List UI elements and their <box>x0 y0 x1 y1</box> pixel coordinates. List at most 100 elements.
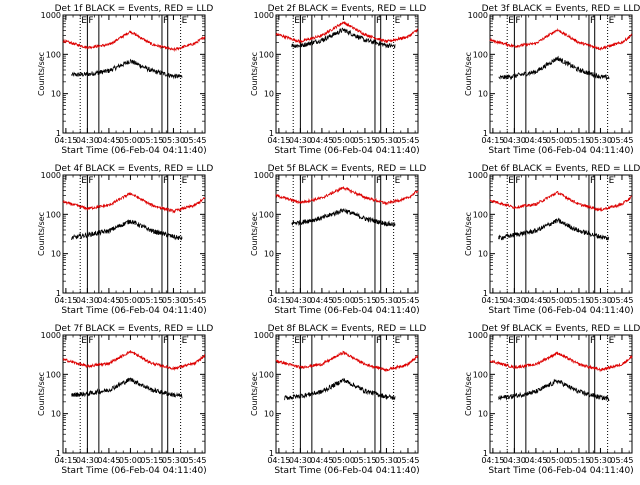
y-tick-label: 100 <box>46 370 61 379</box>
event-marker-label: E <box>609 176 615 186</box>
event-marker-label: F <box>88 176 93 186</box>
y-axis-label: Counts/sec <box>37 52 46 96</box>
x-tick-label: 05:00 <box>546 456 569 465</box>
y-axis-label: Counts/sec <box>464 372 473 416</box>
x-tick-label: 05:30 <box>162 456 185 465</box>
x-tick-label: 05:15 <box>353 136 376 145</box>
x-tick-label: 04:30 <box>76 136 99 145</box>
event-marker-label: E <box>182 176 188 186</box>
y-tick-label: 10 <box>478 410 488 419</box>
chart-title: Det 1f BLACK = Events, RED = LLD <box>55 4 214 14</box>
y-axis-label: Counts/sec <box>250 212 259 256</box>
y-tick-label: 1000 <box>254 11 274 20</box>
x-tick-label: 05:45 <box>610 296 633 305</box>
y-axis-label: Counts/sec <box>37 212 46 256</box>
x-tick-label: 04:30 <box>503 296 526 305</box>
series-line-black-events <box>71 58 183 80</box>
plot-frame <box>489 334 633 454</box>
x-tick-label: 05:30 <box>162 296 185 305</box>
event-marker-label: F <box>376 16 381 26</box>
chart-title: Det 2f BLACK = Events, RED = LLD <box>268 4 427 14</box>
chart-panel-5: Det 5f BLACK = Events, RED = LLD 1 10 100 10… <box>250 164 426 316</box>
x-tick-label: 05:00 <box>546 296 569 305</box>
event-marker-label: E <box>81 16 87 26</box>
event-marker-label: E <box>81 336 87 346</box>
x-tick-label: 04:30 <box>76 296 99 305</box>
y-tick-label: 10 <box>51 250 61 259</box>
plot-frame <box>489 14 633 134</box>
y-tick-label: 10 <box>264 90 274 99</box>
chart-panel-4: Det 4f BLACK = Events, RED = LLD 1 10 100 10… <box>37 164 213 316</box>
y-axis-label: Counts/sec <box>464 212 473 256</box>
x-axis-label: Start Time (06-Feb-04 04:11:40) <box>488 306 633 316</box>
event-marker-label: E <box>182 336 188 346</box>
y-tick-label: 100 <box>46 50 61 59</box>
x-tick-label: 05:30 <box>589 296 612 305</box>
series-line-black-events <box>291 208 396 227</box>
x-tick-label: 04:45 <box>97 136 120 145</box>
y-tick-label: 100 <box>46 210 61 219</box>
chart-panel-7: Det 7f BLACK = Events, RED = LLD 1 10 100 10… <box>37 324 213 476</box>
plot-frame <box>275 334 419 454</box>
y-tick-label: 1000 <box>468 171 488 180</box>
series-line-red-lld <box>62 191 206 214</box>
y-tick-label: 10 <box>478 250 488 259</box>
x-tick-label: 04:30 <box>289 136 312 145</box>
y-tick-label: 10 <box>264 410 274 419</box>
y-tick-label: 10 <box>478 90 488 99</box>
x-tick-label: 05:30 <box>375 456 398 465</box>
x-tick-label: 05:15 <box>567 296 590 305</box>
x-tick-label: 05:30 <box>162 136 185 145</box>
series-line-red-lld <box>275 186 419 206</box>
x-tick-label: 04:15 <box>267 136 290 145</box>
y-tick-label: 1 <box>56 129 61 138</box>
y-axis-label: Counts/sec <box>250 372 259 416</box>
event-marker-label: F <box>515 176 520 186</box>
y-tick-label: 100 <box>259 370 274 379</box>
event-marker-label: E <box>294 336 300 346</box>
series-line-red-lld <box>275 350 419 373</box>
x-tick-label: 04:45 <box>310 136 333 145</box>
y-tick-label: 1 <box>56 449 61 458</box>
series-line-black-events <box>284 377 396 401</box>
event-marker-label: E <box>395 16 401 26</box>
event-marker-label: E <box>508 176 514 186</box>
event-marker-label: F <box>163 336 168 346</box>
x-axis-label: Start Time (06-Feb-04 04:11:40) <box>274 146 419 156</box>
x-tick-label: 04:15 <box>54 296 77 305</box>
x-tick-label: 05:30 <box>589 136 612 145</box>
event-marker-label: E <box>395 176 401 186</box>
chart-panel-3: Det 3f BLACK = Events, RED = LLD 1 10 100 10… <box>464 4 640 156</box>
x-tick-label: 05:15 <box>567 456 590 465</box>
x-tick-label: 04:15 <box>481 136 504 145</box>
x-tick-label: 05:00 <box>332 296 355 305</box>
x-axis-label: Start Time (06-Feb-04 04:11:40) <box>61 306 206 316</box>
series-line-black-events <box>498 378 610 402</box>
chart-panel-1: Det 1f BLACK = Events, RED = LLD 1 10 100 10… <box>37 4 213 156</box>
event-marker-label: F <box>376 336 381 346</box>
x-axis-label: Start Time (06-Feb-04 04:11:40) <box>61 146 206 156</box>
x-axis-label: Start Time (06-Feb-04 04:11:40) <box>274 466 419 476</box>
event-marker-label: E <box>81 176 87 186</box>
x-tick-label: 05:15 <box>567 136 590 145</box>
x-tick-label: 05:45 <box>396 456 419 465</box>
series-line-red-lld <box>62 350 206 371</box>
x-tick-label: 05:15 <box>353 296 376 305</box>
x-tick-label: 04:45 <box>97 456 120 465</box>
series-line-black-events <box>71 377 183 399</box>
x-tick-label: 05:00 <box>119 296 142 305</box>
x-tick-label: 05:15 <box>140 136 163 145</box>
event-marker-label: E <box>508 16 514 26</box>
y-axis-label: Counts/sec <box>464 52 473 96</box>
x-tick-label: 04:45 <box>524 456 547 465</box>
x-axis-label: Start Time (06-Feb-04 04:11:40) <box>61 466 206 476</box>
x-tick-label: 05:45 <box>396 136 419 145</box>
plot-frame <box>275 14 419 134</box>
event-marker-label: E <box>395 336 401 346</box>
y-tick-label: 1 <box>269 129 274 138</box>
y-tick-label: 1000 <box>468 11 488 20</box>
y-tick-label: 100 <box>473 210 488 219</box>
event-marker-label: F <box>163 16 168 26</box>
event-marker-label: E <box>294 16 300 26</box>
